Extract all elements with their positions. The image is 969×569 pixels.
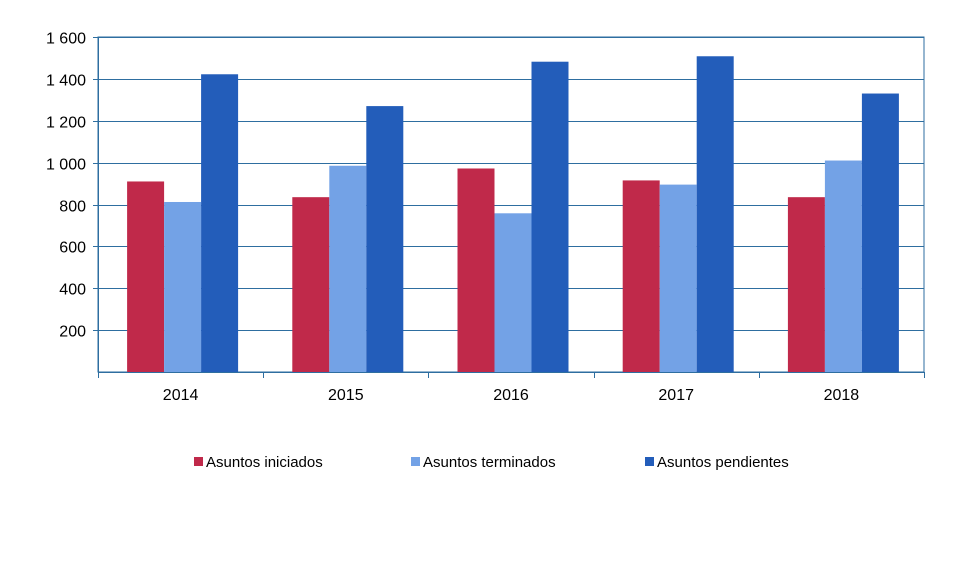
bar — [127, 181, 165, 372]
bar — [696, 56, 734, 372]
bar — [366, 106, 404, 372]
legend-swatch — [411, 457, 420, 466]
bar — [861, 93, 899, 372]
legend-swatch — [194, 457, 203, 466]
bar — [659, 184, 697, 372]
x-tick-label: 2016 — [493, 387, 529, 404]
axes — [93, 37, 925, 378]
bar — [787, 197, 825, 372]
bar — [494, 213, 532, 372]
y-tick-label: 1 400 — [46, 73, 86, 90]
bar — [824, 160, 862, 372]
y-tick-labels: 200 400 600 800 1 000 1 200 1 400 1 600 — [46, 31, 86, 341]
y-tick-label: 400 — [59, 282, 86, 299]
bar — [164, 201, 202, 372]
bar — [531, 61, 569, 373]
x-tick-label: 2017 — [658, 387, 694, 404]
x-tick-label: 2018 — [824, 387, 860, 404]
x-tick-label: 2015 — [328, 387, 364, 404]
x-tick-label: 2014 — [163, 387, 199, 404]
bar — [292, 197, 330, 372]
legend-swatch — [645, 457, 654, 466]
y-tick-label: 800 — [59, 199, 86, 216]
y-tick-label: 1 000 — [46, 157, 86, 174]
bar — [457, 168, 495, 372]
y-tick-label: 1 200 — [46, 115, 86, 132]
legend-label: Asuntos iniciados — [206, 454, 323, 471]
legend-label: Asuntos terminados — [423, 454, 556, 471]
y-tick-label: 600 — [59, 240, 86, 257]
bar — [622, 180, 660, 372]
bar — [329, 165, 367, 372]
legend: Asuntos iniciados Asuntos terminados Asunt… — [194, 454, 789, 471]
x-tick-labels: 2014 2015 2016 2017 2018 — [163, 387, 859, 404]
y-tick-label: 1 600 — [46, 31, 86, 48]
legend-label: Asuntos pendientes — [657, 454, 789, 471]
bars — [127, 56, 899, 373]
bar — [201, 74, 239, 373]
y-tick-label: 200 — [59, 324, 86, 341]
